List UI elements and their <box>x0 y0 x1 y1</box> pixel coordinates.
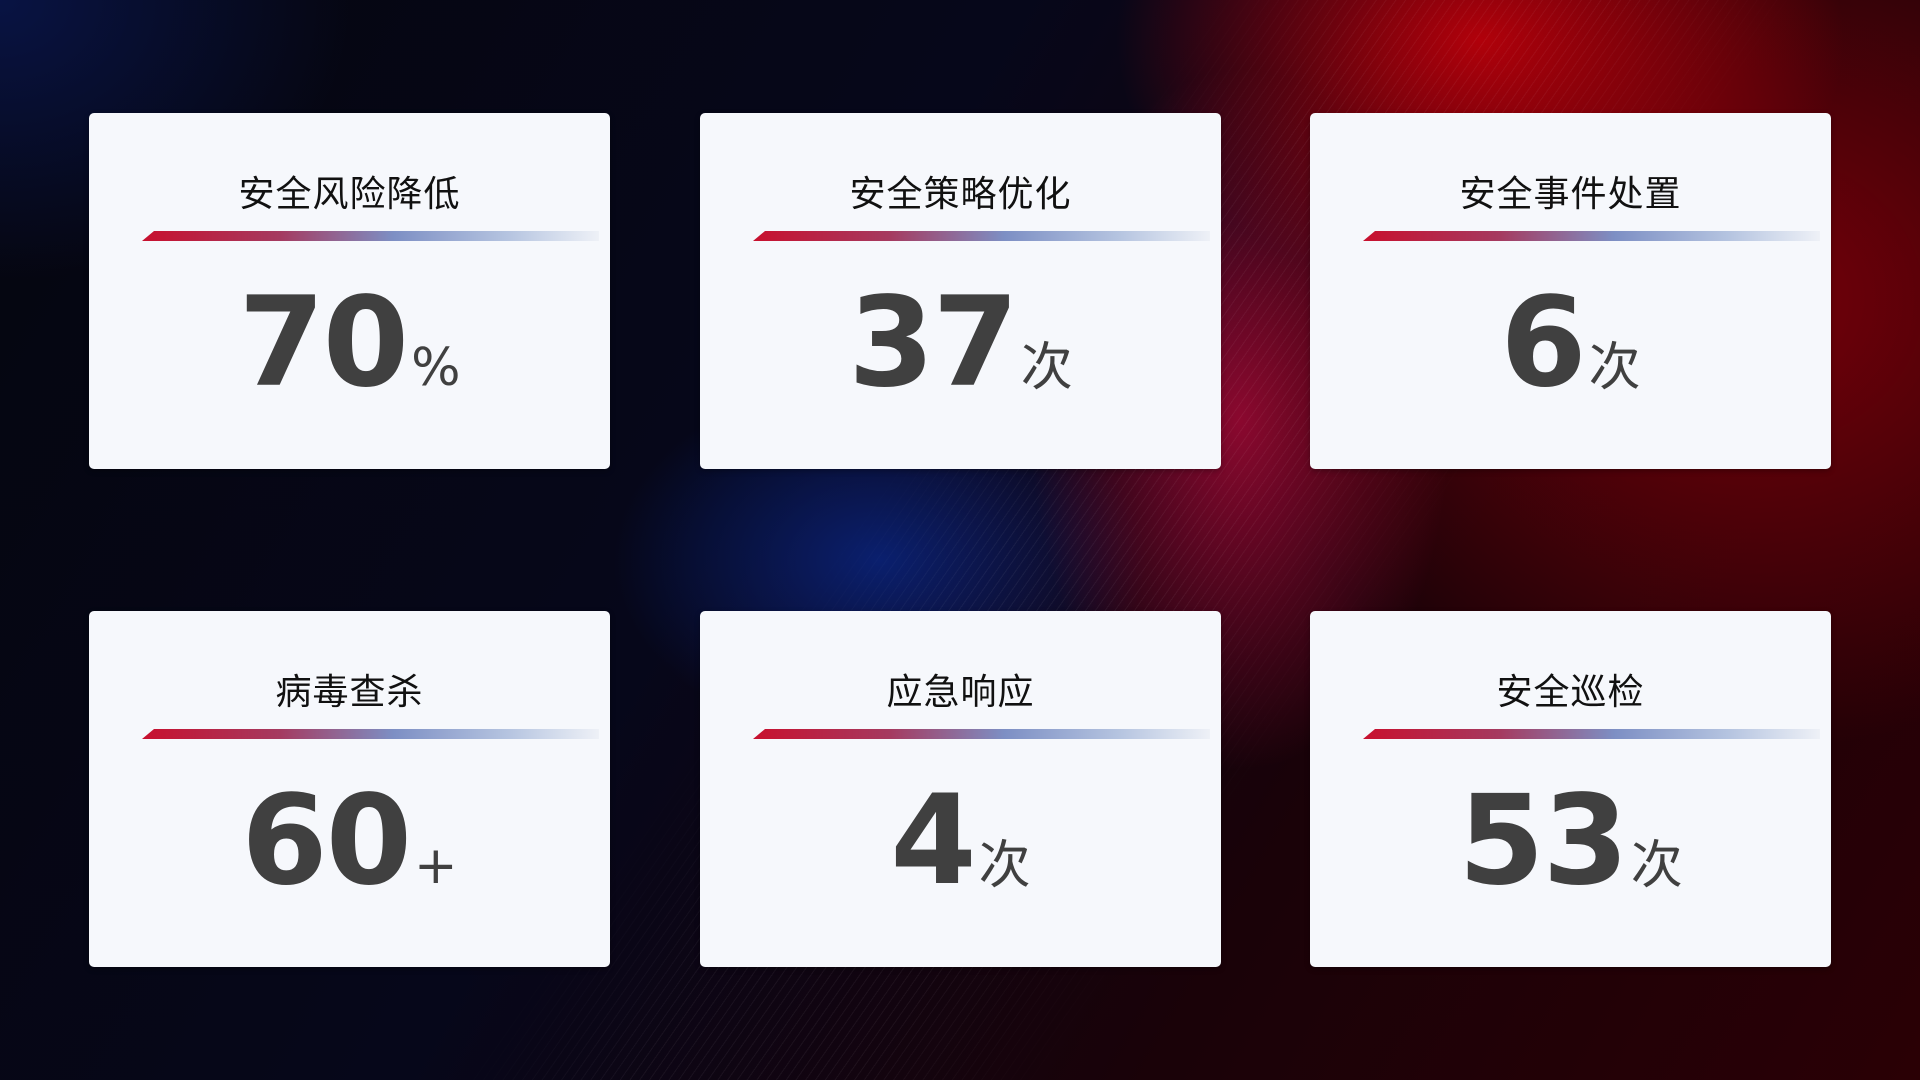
value-number: 6 <box>1500 271 1586 415</box>
gradient-divider <box>1363 231 1820 241</box>
gradient-divider <box>142 231 599 241</box>
value-unit: 次 <box>1020 338 1073 398</box>
stat-card-risk-reduction: 安全风险降低 70% <box>89 113 610 469</box>
gradient-divider <box>753 231 1210 241</box>
card-title: 应急响应 <box>886 672 1035 713</box>
value-unit: 次 <box>978 836 1031 896</box>
card-title: 安全巡检 <box>1496 672 1645 713</box>
card-title: 安全风险降低 <box>238 174 461 215</box>
card-value: 53次 <box>1310 771 1831 948</box>
card-value: 70% <box>89 273 610 450</box>
value-unit: 次 <box>1588 338 1641 398</box>
stat-card-security-inspection: 安全巡检 53次 <box>1310 611 1831 967</box>
stat-card-virus-removal: 病毒查杀 60+ <box>89 611 610 967</box>
gradient-divider <box>142 729 599 739</box>
value-number: 60 <box>241 769 412 913</box>
value-number: 37 <box>848 271 1019 415</box>
value-number: 4 <box>890 769 976 913</box>
value-number: 70 <box>238 271 410 415</box>
value-number: 53 <box>1458 769 1629 913</box>
stat-card-incident-handling: 安全事件处置 6次 <box>1310 113 1831 469</box>
card-value: 60+ <box>89 771 610 948</box>
stat-card-policy-optimization: 安全策略优化 37次 <box>700 113 1221 469</box>
stat-card-emergency-response: 应急响应 4次 <box>700 611 1221 967</box>
card-value: 6次 <box>1310 273 1831 450</box>
card-title: 病毒查杀 <box>275 672 424 713</box>
gradient-divider <box>753 729 1210 739</box>
value-unit: 次 <box>1630 836 1683 896</box>
gradient-divider <box>1363 729 1820 739</box>
card-value: 4次 <box>700 771 1221 948</box>
card-value: 37次 <box>700 273 1221 450</box>
card-title: 安全事件处置 <box>1459 174 1682 215</box>
value-unit: + <box>413 836 458 896</box>
value-unit: % <box>411 338 461 398</box>
card-title: 安全策略优化 <box>849 174 1072 215</box>
